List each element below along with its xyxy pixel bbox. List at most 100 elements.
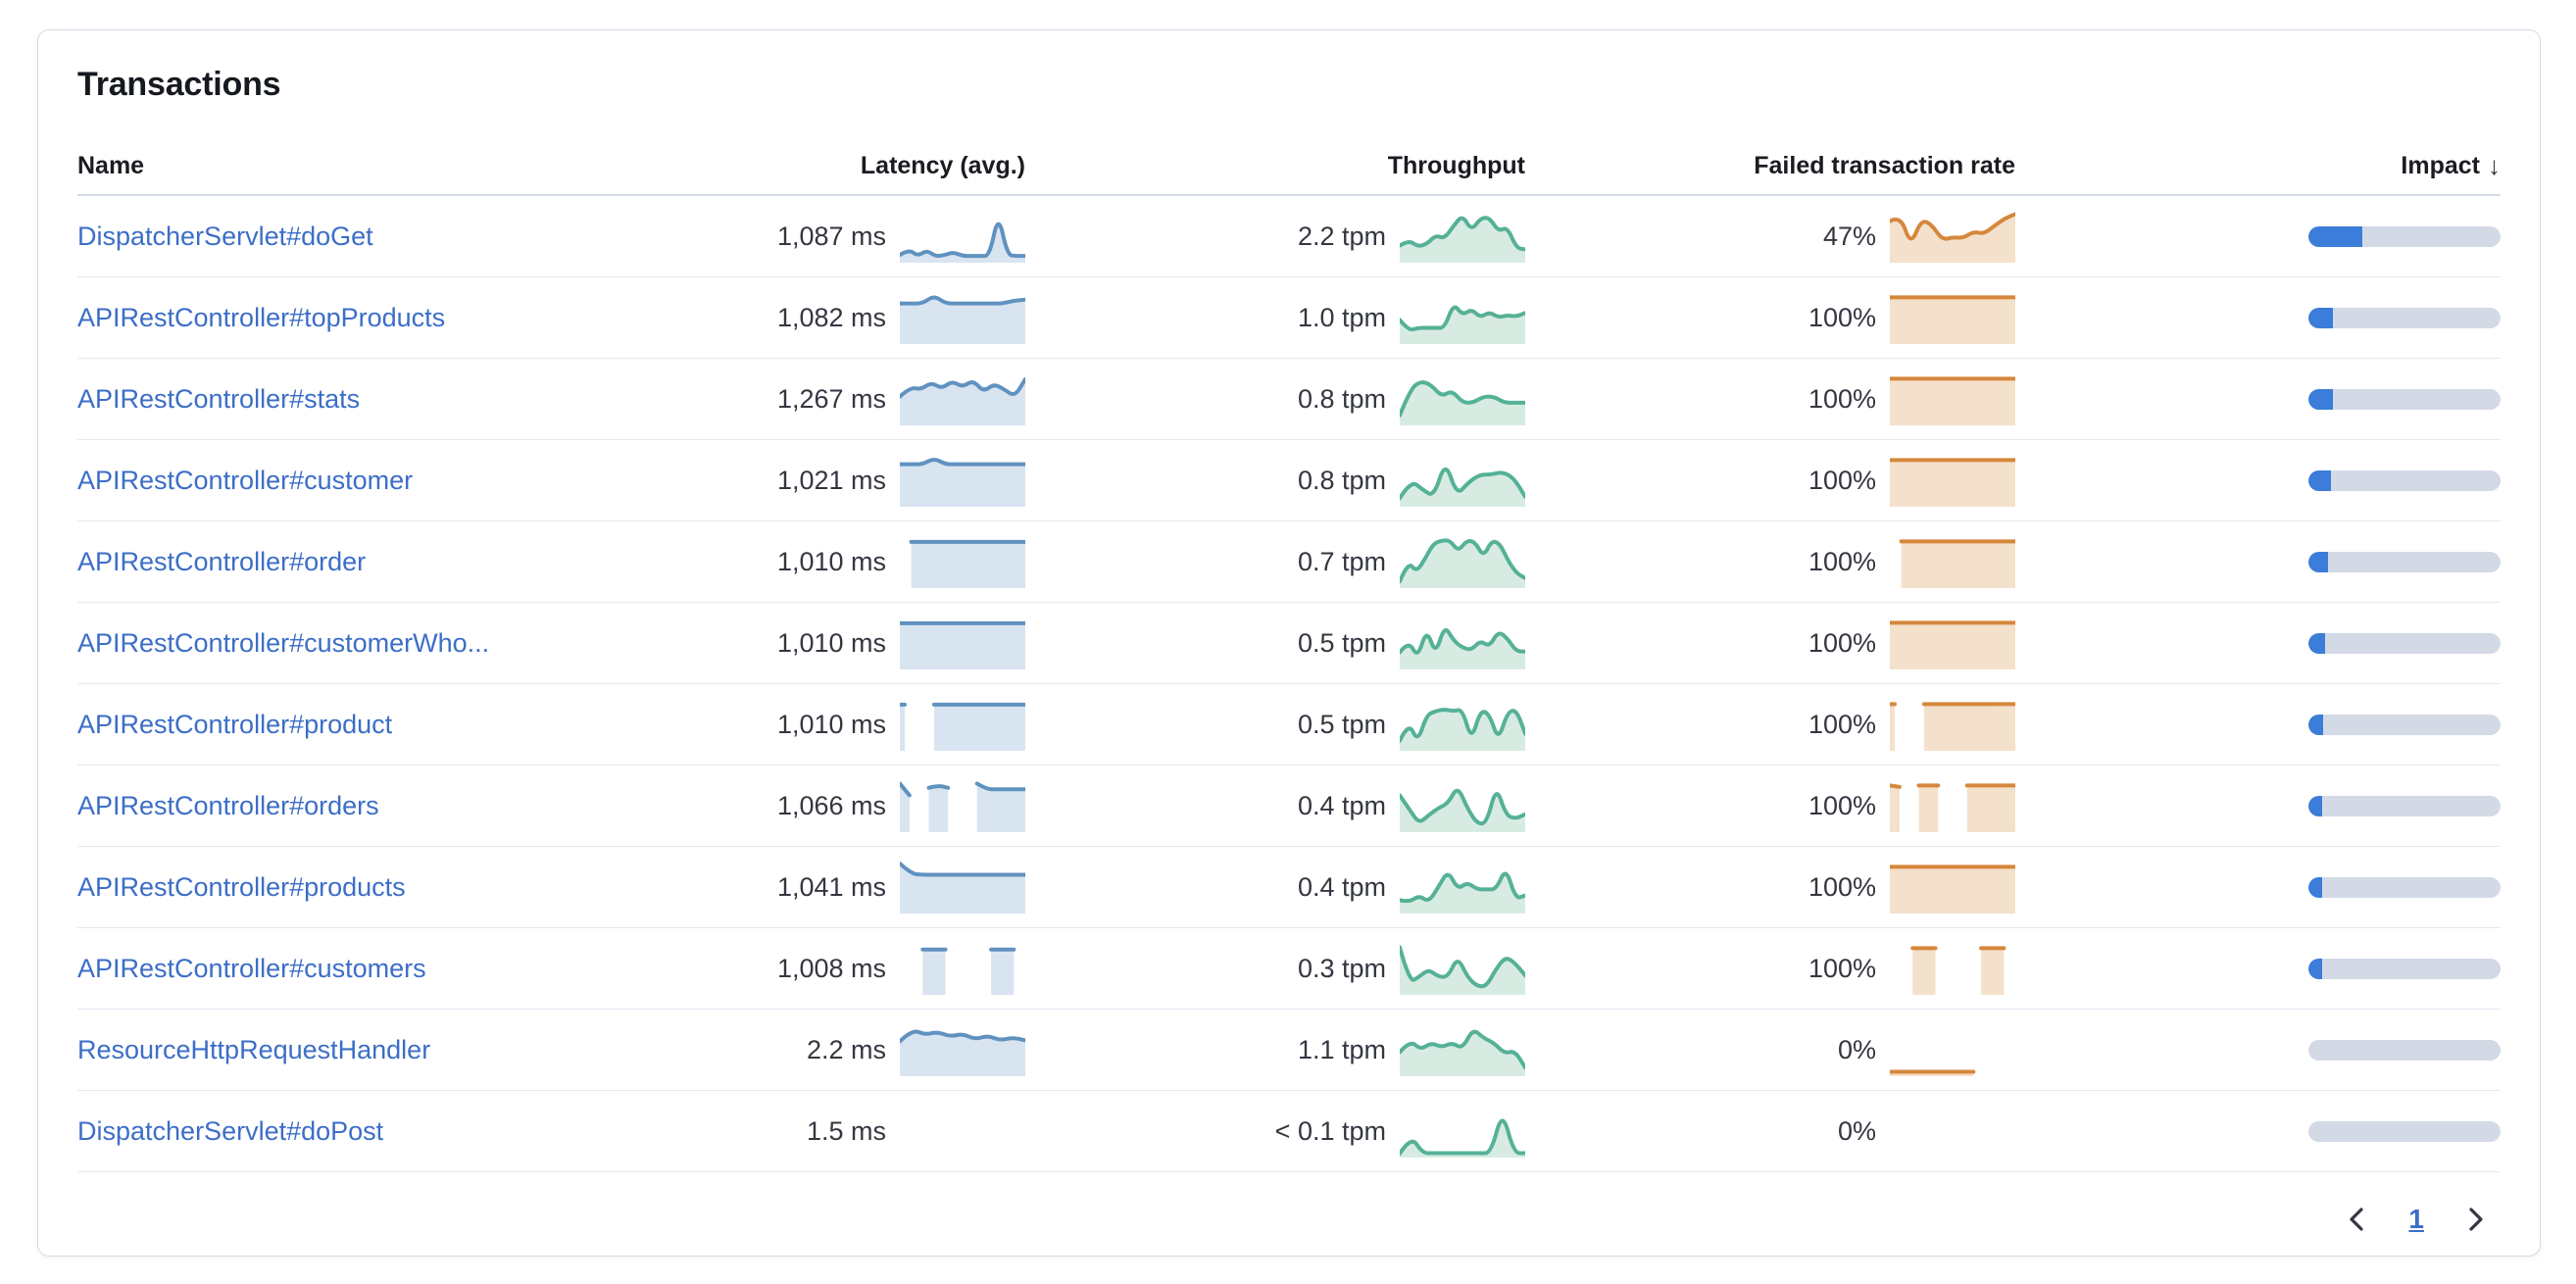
throughput-value: < 0.1 tpm	[1274, 1115, 1386, 1146]
failed-rate-value: 100%	[1808, 302, 1876, 332]
transaction-link[interactable]: APIRestController#stats	[77, 383, 361, 414]
transaction-link[interactable]: APIRestController#order	[77, 546, 367, 576]
throughput-value: 2.2 tpm	[1297, 221, 1386, 251]
throughput-sparkline	[1398, 291, 1527, 344]
failed-rate-sparkline	[1890, 535, 2017, 588]
failed-rate-sparkline	[1890, 1105, 2015, 1158]
transaction-link[interactable]: APIRestController#customerWho...	[77, 627, 490, 658]
transaction-link[interactable]: DispatcherServlet#doPost	[77, 1115, 384, 1146]
impact-bar-fill	[2308, 307, 2334, 328]
column-header-throughput[interactable]: Throughput	[1387, 151, 1525, 179]
impact-bar-fill	[2308, 795, 2322, 816]
throughput-sparkline	[1398, 1105, 1527, 1158]
failed-rate-sparkline	[1888, 698, 2017, 751]
transaction-link[interactable]: DispatcherServlet#doGet	[77, 221, 373, 251]
latency-sparkline	[898, 372, 1027, 425]
latency-sparkline	[898, 779, 1027, 832]
failed-rate-value: 100%	[1808, 383, 1876, 414]
throughput-value: 0.8 tpm	[1297, 465, 1386, 495]
throughput-sparkline	[1398, 454, 1527, 507]
table-row: APIRestController#orders 1,066 ms 0.4 tp…	[77, 765, 2501, 847]
chevron-left-icon	[2350, 1208, 2364, 1231]
transaction-link[interactable]: ResourceHttpRequestHandler	[77, 1034, 431, 1064]
column-header-impact[interactable]: Impact ↓	[2401, 150, 2501, 180]
throughput-sparkline	[1398, 698, 1527, 751]
column-header-name[interactable]: Name	[77, 151, 145, 179]
panel-title: Transactions	[77, 66, 281, 103]
impact-bar	[2308, 876, 2501, 898]
latency-sparkline	[898, 1023, 1027, 1076]
latency-value: 1,010 ms	[776, 709, 886, 739]
impact-bar	[2308, 225, 2501, 247]
throughput-sparkline	[1398, 779, 1527, 832]
impact-bar	[2308, 388, 2501, 410]
latency-sparkline	[898, 291, 1027, 344]
table-row: DispatcherServlet#doPost 1.5 ms < 0.1 tp…	[77, 1091, 2501, 1172]
impact-bar	[2308, 714, 2501, 735]
latency-value: 1,010 ms	[776, 627, 886, 658]
failed-rate-value: 100%	[1808, 790, 1876, 820]
previous-page-button[interactable]	[2336, 1198, 2379, 1241]
latency-sparkline	[898, 454, 1027, 507]
impact-bar	[2308, 1039, 2501, 1061]
transaction-link[interactable]: APIRestController#topProducts	[77, 302, 446, 332]
latency-sparkline	[898, 861, 1027, 914]
impact-bar-fill	[2308, 388, 2333, 410]
throughput-value: 1.0 tpm	[1297, 302, 1386, 332]
throughput-value: 0.4 tpm	[1297, 871, 1386, 902]
impact-bar-fill	[2308, 714, 2323, 735]
table-header: Name Latency (avg.) Throughput Failed tr…	[77, 137, 2501, 196]
latency-sparkline	[898, 617, 1027, 669]
failed-rate-sparkline	[1888, 1023, 2015, 1076]
throughput-sparkline	[1398, 535, 1527, 588]
latency-value: 1,021 ms	[776, 465, 886, 495]
transaction-link[interactable]: APIRestController#product	[77, 709, 393, 739]
failed-rate-value: 0%	[1837, 1115, 1876, 1146]
latency-value: 1,008 ms	[776, 953, 886, 983]
transaction-link[interactable]: APIRestController#orders	[77, 790, 379, 820]
throughput-sparkline	[1398, 1023, 1527, 1076]
throughput-value: 0.3 tpm	[1297, 953, 1386, 983]
latency-sparkline	[900, 535, 1027, 588]
transactions-panel: Transactions Name Latency (avg.) Through…	[37, 29, 2541, 1257]
page-number-1[interactable]: 1	[2408, 1204, 2424, 1234]
failed-rate-sparkline	[1888, 372, 2017, 425]
throughput-sparkline	[1398, 617, 1527, 669]
table-row: APIRestController#order 1,010 ms 0.7 tpm…	[77, 521, 2501, 603]
impact-bar-fill	[2308, 551, 2328, 572]
table-row: APIRestController#products 1,041 ms 0.4 …	[77, 847, 2501, 928]
failed-rate-value: 100%	[1808, 546, 1876, 576]
column-header-latency[interactable]: Latency (avg.)	[860, 151, 1025, 179]
table-row: APIRestController#product 1,010 ms 0.5 t…	[77, 684, 2501, 765]
throughput-sparkline	[1398, 861, 1527, 914]
transaction-link[interactable]: APIRestController#customer	[77, 465, 414, 495]
column-header-failed-rate[interactable]: Failed transaction rate	[1754, 151, 2015, 179]
table-row: APIRestController#topProducts 1,082 ms 1…	[77, 277, 2501, 359]
latency-value: 1,010 ms	[776, 546, 886, 576]
throughput-value: 0.5 tpm	[1297, 709, 1386, 739]
impact-bar-fill	[2308, 469, 2331, 491]
throughput-sparkline	[1398, 372, 1527, 425]
failed-rate-sparkline	[1888, 210, 2017, 263]
failed-rate-value: 100%	[1808, 709, 1876, 739]
impact-bar-fill	[2308, 632, 2325, 654]
latency-value: 1,082 ms	[776, 302, 886, 332]
table-row: APIRestController#customerWho... 1,010 m…	[77, 603, 2501, 684]
next-page-button[interactable]	[2453, 1198, 2497, 1241]
impact-bar	[2308, 469, 2501, 491]
failed-rate-sparkline	[1888, 291, 2017, 344]
throughput-value: 0.4 tpm	[1297, 790, 1386, 820]
impact-bar	[2308, 958, 2501, 979]
transaction-link[interactable]: APIRestController#products	[77, 871, 406, 902]
failed-rate-value: 100%	[1808, 627, 1876, 658]
impact-bar-fill	[2308, 958, 2322, 979]
failed-rate-value: 100%	[1808, 953, 1876, 983]
impact-bar	[2308, 1120, 2501, 1142]
sort-desc-icon: ↓	[2488, 150, 2501, 180]
transaction-link[interactable]: APIRestController#customers	[77, 953, 426, 983]
throughput-value: 0.8 tpm	[1297, 383, 1386, 414]
throughput-sparkline	[1398, 210, 1527, 263]
impact-bar-fill	[2308, 225, 2362, 247]
latency-value: 1,066 ms	[776, 790, 886, 820]
failed-rate-value: 100%	[1808, 871, 1876, 902]
